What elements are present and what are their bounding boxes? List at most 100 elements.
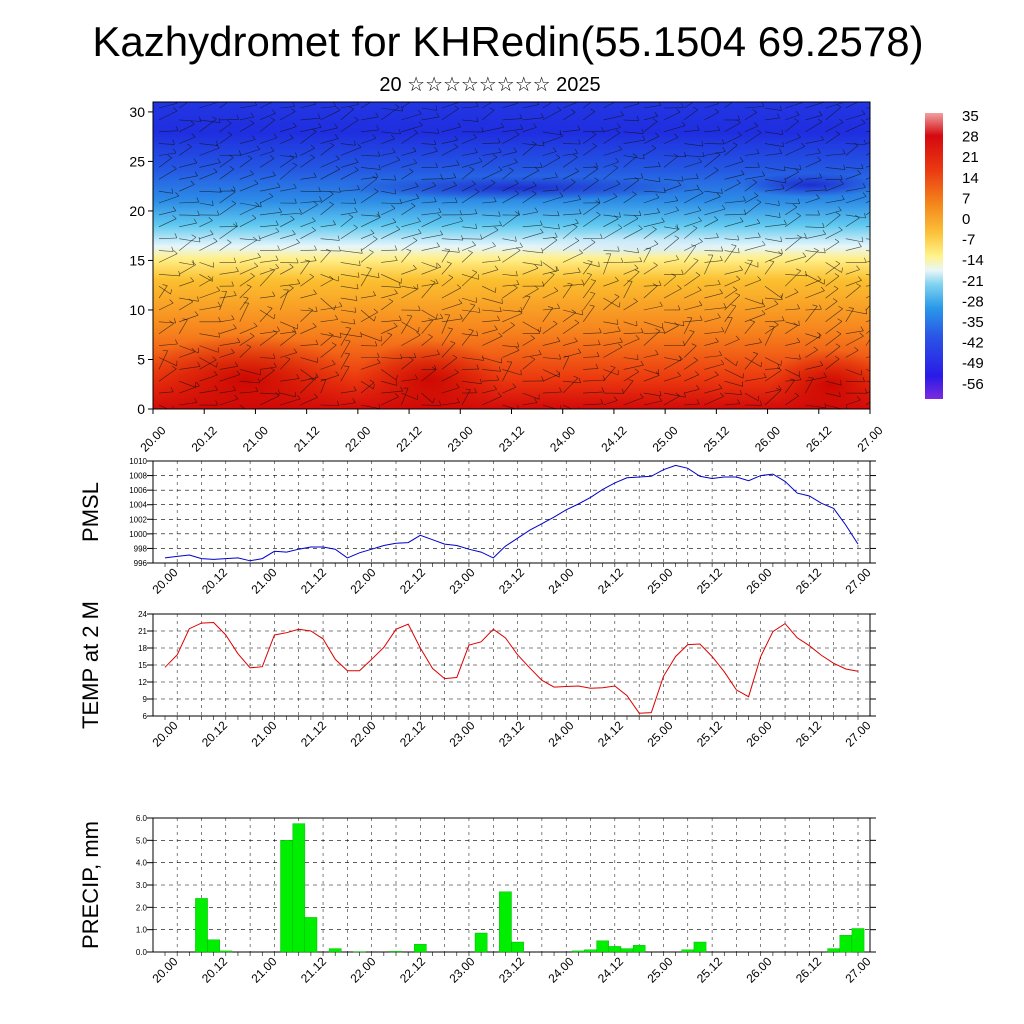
- wind-barb: [280, 266, 294, 275]
- wind-barb: [744, 181, 757, 192]
- precip-bar: [632, 945, 646, 953]
- y-tick-label: 10: [129, 302, 145, 318]
- wind-barb: [643, 105, 661, 109]
- wind-barb-flag: [818, 111, 823, 116]
- wind-barb: [158, 103, 177, 109]
- wind-barb: [502, 170, 514, 180]
- wind-barb: [461, 274, 479, 280]
- wind-barb-flag: [557, 106, 562, 111]
- wind-barb: [441, 249, 450, 263]
- wind-barb: [421, 354, 440, 358]
- wind-barb: [320, 204, 334, 216]
- wind-barb-flag: [353, 319, 356, 325]
- wind-barb-flag: [655, 350, 659, 355]
- y-tick-label: 6.0: [136, 814, 148, 823]
- wind-barb-flag: [715, 151, 721, 155]
- wind-barb: [259, 158, 275, 168]
- x-tick-label: 26.12: [793, 565, 824, 596]
- wind-barb-flag: [515, 236, 517, 242]
- wind-barb-flag: [394, 175, 397, 181]
- wind-barb-flag: [610, 365, 616, 368]
- wind-barb-flag: [539, 220, 543, 226]
- wind-barb: [199, 233, 214, 239]
- wind-barb: [381, 326, 398, 334]
- wind-barb: [805, 226, 825, 228]
- wind-barb: [340, 297, 358, 301]
- wind-barb-flag: [619, 212, 621, 218]
- wind-barb: [865, 117, 870, 121]
- wind-barb: [502, 250, 521, 263]
- wind-barb-flag: [861, 119, 866, 124]
- wind-barb-flag: [636, 115, 639, 121]
- y-tick-label: 1000: [129, 530, 147, 539]
- wind-barb-flag: [188, 298, 193, 303]
- wind-barb: [684, 210, 701, 216]
- wind-barb: [785, 256, 806, 263]
- wind-barb-flag: [493, 385, 497, 390]
- wind-barb-flag: [799, 164, 802, 170]
- wind-barb-flag: [530, 356, 536, 360]
- wind-barb-flag: [737, 115, 740, 121]
- wind-barb-flag: [520, 307, 523, 312]
- wind-barb: [724, 174, 745, 180]
- wind-barb-flag: [540, 162, 543, 168]
- wind-barb: [764, 320, 785, 323]
- wind-barb: [663, 237, 680, 251]
- wind-barb-flag: [316, 357, 318, 363]
- wind-barb: [502, 345, 519, 348]
- y-tick-label: 15: [129, 252, 145, 268]
- x-tick-label: 20.00: [149, 954, 180, 985]
- wind-barb-flag: [739, 157, 744, 162]
- wind-barb-flag: [678, 355, 683, 360]
- wind-barb: [805, 349, 818, 358]
- wind-barb-flag: [272, 329, 278, 334]
- wind-barb-flag: [781, 248, 783, 254]
- wind-barb: [441, 303, 463, 311]
- wind-barb: [865, 391, 870, 394]
- wind-barb-flag: [618, 95, 622, 98]
- wind-barb: [219, 295, 237, 299]
- wind-barb: [522, 354, 542, 358]
- x-tick-label: 26.12: [803, 423, 834, 454]
- wind-barb: [522, 338, 535, 346]
- wind-barb-flag: [310, 154, 315, 158]
- wind-barb: [280, 331, 296, 334]
- wind-barb: [603, 214, 621, 218]
- wind-barb-flag: [513, 147, 517, 152]
- wind-barb-flag: [658, 280, 662, 286]
- wind-barb: [825, 392, 841, 397]
- wind-barb-flag: [681, 269, 684, 275]
- wind-barb: [522, 267, 539, 275]
- wind-barb: [643, 392, 662, 397]
- wind-barb-flag: [796, 212, 801, 217]
- wind-barb: [280, 392, 296, 398]
- wind-barb-flag: [837, 318, 843, 322]
- wind-barb: [340, 104, 359, 109]
- wind-barb-flag: [834, 356, 840, 360]
- x-tick-label: 23.12: [496, 565, 527, 596]
- x-tick-label: 23.12: [496, 423, 527, 454]
- wind-barb-flag: [817, 275, 822, 280]
- wind-barb: [279, 358, 291, 370]
- wind-barb: [583, 180, 599, 192]
- wind-barb-flag: [592, 142, 597, 147]
- wind-barb: [199, 278, 212, 287]
- wind-barb: [179, 162, 197, 168]
- wind-barb-flag: [500, 122, 504, 128]
- precip-bar: [620, 948, 634, 953]
- wind-barb: [482, 396, 502, 406]
- wind-barb: [764, 389, 782, 394]
- wind-barb: [522, 250, 543, 254]
- wind-barb-flag: [416, 331, 421, 336]
- wind-barb-flag: [782, 141, 784, 147]
- wind-barb-flag: [440, 173, 443, 179]
- wind-barb-flag: [377, 272, 380, 278]
- wind-barb-flag: [191, 347, 196, 352]
- wind-barb: [764, 223, 787, 228]
- wind-barb-flag: [695, 272, 701, 276]
- wind-barb: [401, 113, 422, 121]
- wind-barb: [785, 180, 803, 192]
- wind-barb-flag: [823, 248, 826, 253]
